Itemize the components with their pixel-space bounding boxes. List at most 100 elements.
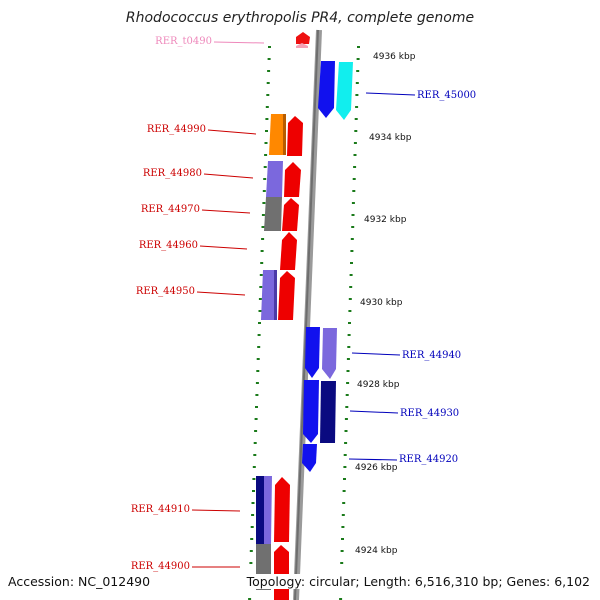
genome-info-text: Topology: circular; Length: 6,516,310 bp… xyxy=(242,574,590,589)
gene-rer_44980[interactable] xyxy=(284,162,301,197)
outer-dotted-guide-dot xyxy=(342,502,346,504)
label-rer_44920[interactable]: RER_44920 xyxy=(399,454,458,465)
genome-title: Rhodococcus erythropolis PR4, complete g… xyxy=(125,10,475,26)
inner-dotted-guide-dot xyxy=(250,538,254,540)
inner-dotted-guide-dot xyxy=(252,490,255,492)
gene-rer_44940-outer[interactable] xyxy=(322,328,337,379)
outer-dotted-guide-dot xyxy=(341,514,345,516)
inner-dotted-guide-dot xyxy=(264,154,268,156)
scale-tick-4928: 4928 kbp xyxy=(357,380,400,390)
gene-rer_44950[interactable] xyxy=(278,271,295,320)
inner-dotted-guide-dot xyxy=(249,562,253,564)
label-rer_45000[interactable]: RER_45000 xyxy=(417,90,476,101)
outer-dotted-guide-dot xyxy=(356,70,360,72)
inner-dotted-guide-dot xyxy=(261,238,265,240)
gene-rer_44910[interactable] xyxy=(274,477,290,542)
label-rer_t0490[interactable]: RER_t0490 xyxy=(155,36,212,47)
inner-dotted-guide-dot xyxy=(266,82,270,84)
gene-rer_44980-outer[interactable] xyxy=(266,161,283,197)
inner-dotted-guide-dot xyxy=(265,106,269,108)
gene-rer_45000-outer[interactable] xyxy=(336,62,353,120)
inner-dotted-guide-dot xyxy=(264,142,268,144)
label-rer_44930[interactable]: RER_44930 xyxy=(400,408,459,419)
inner-dotted-guide-dot xyxy=(256,358,260,360)
gene-rer_44910-outer-dark xyxy=(256,476,264,544)
inner-dotted-guide-dot xyxy=(253,442,257,444)
trna-gene-rer_t0490[interactable] xyxy=(296,32,310,44)
inner-dotted-guide-dot xyxy=(266,94,270,96)
outer-dotted-guide-dot xyxy=(346,358,350,360)
leader-rer_44970 xyxy=(201,209,251,214)
outer-dotted-guide-dot xyxy=(349,274,353,276)
outer-dotted-guide-dot xyxy=(357,46,360,48)
outer-dotted-guide-dot xyxy=(351,226,355,228)
gene-rer_44990[interactable] xyxy=(287,116,303,156)
genome-backbone-shade xyxy=(294,29,319,600)
outer-dotted-guide-dot xyxy=(353,166,357,168)
outer-dotted-guide-dot xyxy=(339,598,343,600)
inner-dotted-guide-dot xyxy=(251,502,255,504)
label-rer_44970[interactable]: RER_44970 xyxy=(141,204,200,215)
outer-dotted-guide-dot xyxy=(353,154,357,156)
label-rer_44980[interactable]: RER_44980 xyxy=(143,168,202,179)
outer-dotted-guide-dot xyxy=(352,178,356,180)
inner-dotted-guide-dot xyxy=(255,394,259,396)
outer-dotted-guide-dot xyxy=(354,118,358,120)
gene-rer_44920[interactable] xyxy=(302,444,317,472)
outer-dotted-guide-dot xyxy=(346,370,350,372)
reverse-track-inner xyxy=(274,32,310,600)
leader-rer_44910 xyxy=(191,509,241,512)
outer-dotted-guide-dot xyxy=(347,346,351,348)
outer-dotted-guide-dot xyxy=(352,190,356,192)
gene-rer_44990-outer[interactable] xyxy=(269,114,286,155)
outer-dotted-guide-dot xyxy=(348,322,351,324)
label-rer_44900[interactable]: RER_44900 xyxy=(131,561,190,572)
leader-rer_44980 xyxy=(203,173,254,179)
outer-dotted-guide-dot xyxy=(351,214,355,216)
gene-rer_44930-outer[interactable] xyxy=(320,381,336,443)
outer-dotted-guide-dot xyxy=(343,454,347,456)
gene-rer_44960[interactable] xyxy=(280,232,297,270)
outer-dotted-guide-dot xyxy=(347,334,351,336)
gene-rer_45000[interactable] xyxy=(318,61,335,118)
inner-dotted-guide-dot xyxy=(255,382,259,384)
outer-dotted-guide-dot xyxy=(348,298,352,300)
gene-rer_44950-outer[interactable] xyxy=(261,270,277,320)
label-rer_44990[interactable]: RER_44990 xyxy=(147,124,206,135)
label-rer_44910[interactable]: RER_44910 xyxy=(131,504,190,515)
outer-dotted-guide-dot xyxy=(341,526,345,528)
inner-dotted-guide-dot xyxy=(267,58,271,60)
inner-dotted-guide-dot xyxy=(260,262,264,264)
label-rer_44950[interactable]: RER_44950 xyxy=(136,286,195,297)
scale-ticks: 4936 kbp 4934 kbp 4932 kbp 4930 kbp 4928… xyxy=(355,52,416,556)
outer-dotted-guide-dot xyxy=(350,238,354,240)
outer-dotted-guide-dot xyxy=(340,550,344,552)
gene-rer_44970-outer[interactable] xyxy=(264,197,282,231)
label-rer_44940[interactable]: RER_44940 xyxy=(402,350,461,361)
inner-dotted-guide-dot xyxy=(265,130,268,132)
label-rer_44960[interactable]: RER_44960 xyxy=(139,240,198,251)
outer-dotted-guide-dot xyxy=(349,286,353,288)
dotted-guides xyxy=(248,46,360,600)
inner-dotted-guide-dot xyxy=(259,286,263,288)
outer-dotted-guide-dot xyxy=(355,94,359,96)
inner-dotted-guide-dot xyxy=(252,466,256,468)
outer-dotted-guide-dot xyxy=(354,130,358,132)
gene-rer_44940[interactable] xyxy=(305,327,320,378)
inner-dotted-guide-dot xyxy=(249,550,253,552)
outer-dotted-guide-dot xyxy=(344,430,348,432)
gene-rer_44900[interactable] xyxy=(274,545,289,600)
gene-rer_44970[interactable] xyxy=(282,198,299,231)
outer-dotted-guide-dot xyxy=(342,490,346,492)
leader-rer_t0490 xyxy=(213,41,265,44)
leader-rer_44940 xyxy=(351,352,401,356)
inner-dotted-guide-dot xyxy=(258,322,261,324)
gene-rer_44930[interactable] xyxy=(303,380,319,443)
inner-dotted-guide-dot xyxy=(251,514,255,516)
inner-dotted-guide-dot xyxy=(263,166,267,168)
inner-dotted-guide-dot xyxy=(254,430,258,432)
inner-dotted-guide-dot xyxy=(257,334,261,336)
inner-dotted-guide-dot xyxy=(258,310,262,312)
leader-rer_44990 xyxy=(207,129,257,135)
